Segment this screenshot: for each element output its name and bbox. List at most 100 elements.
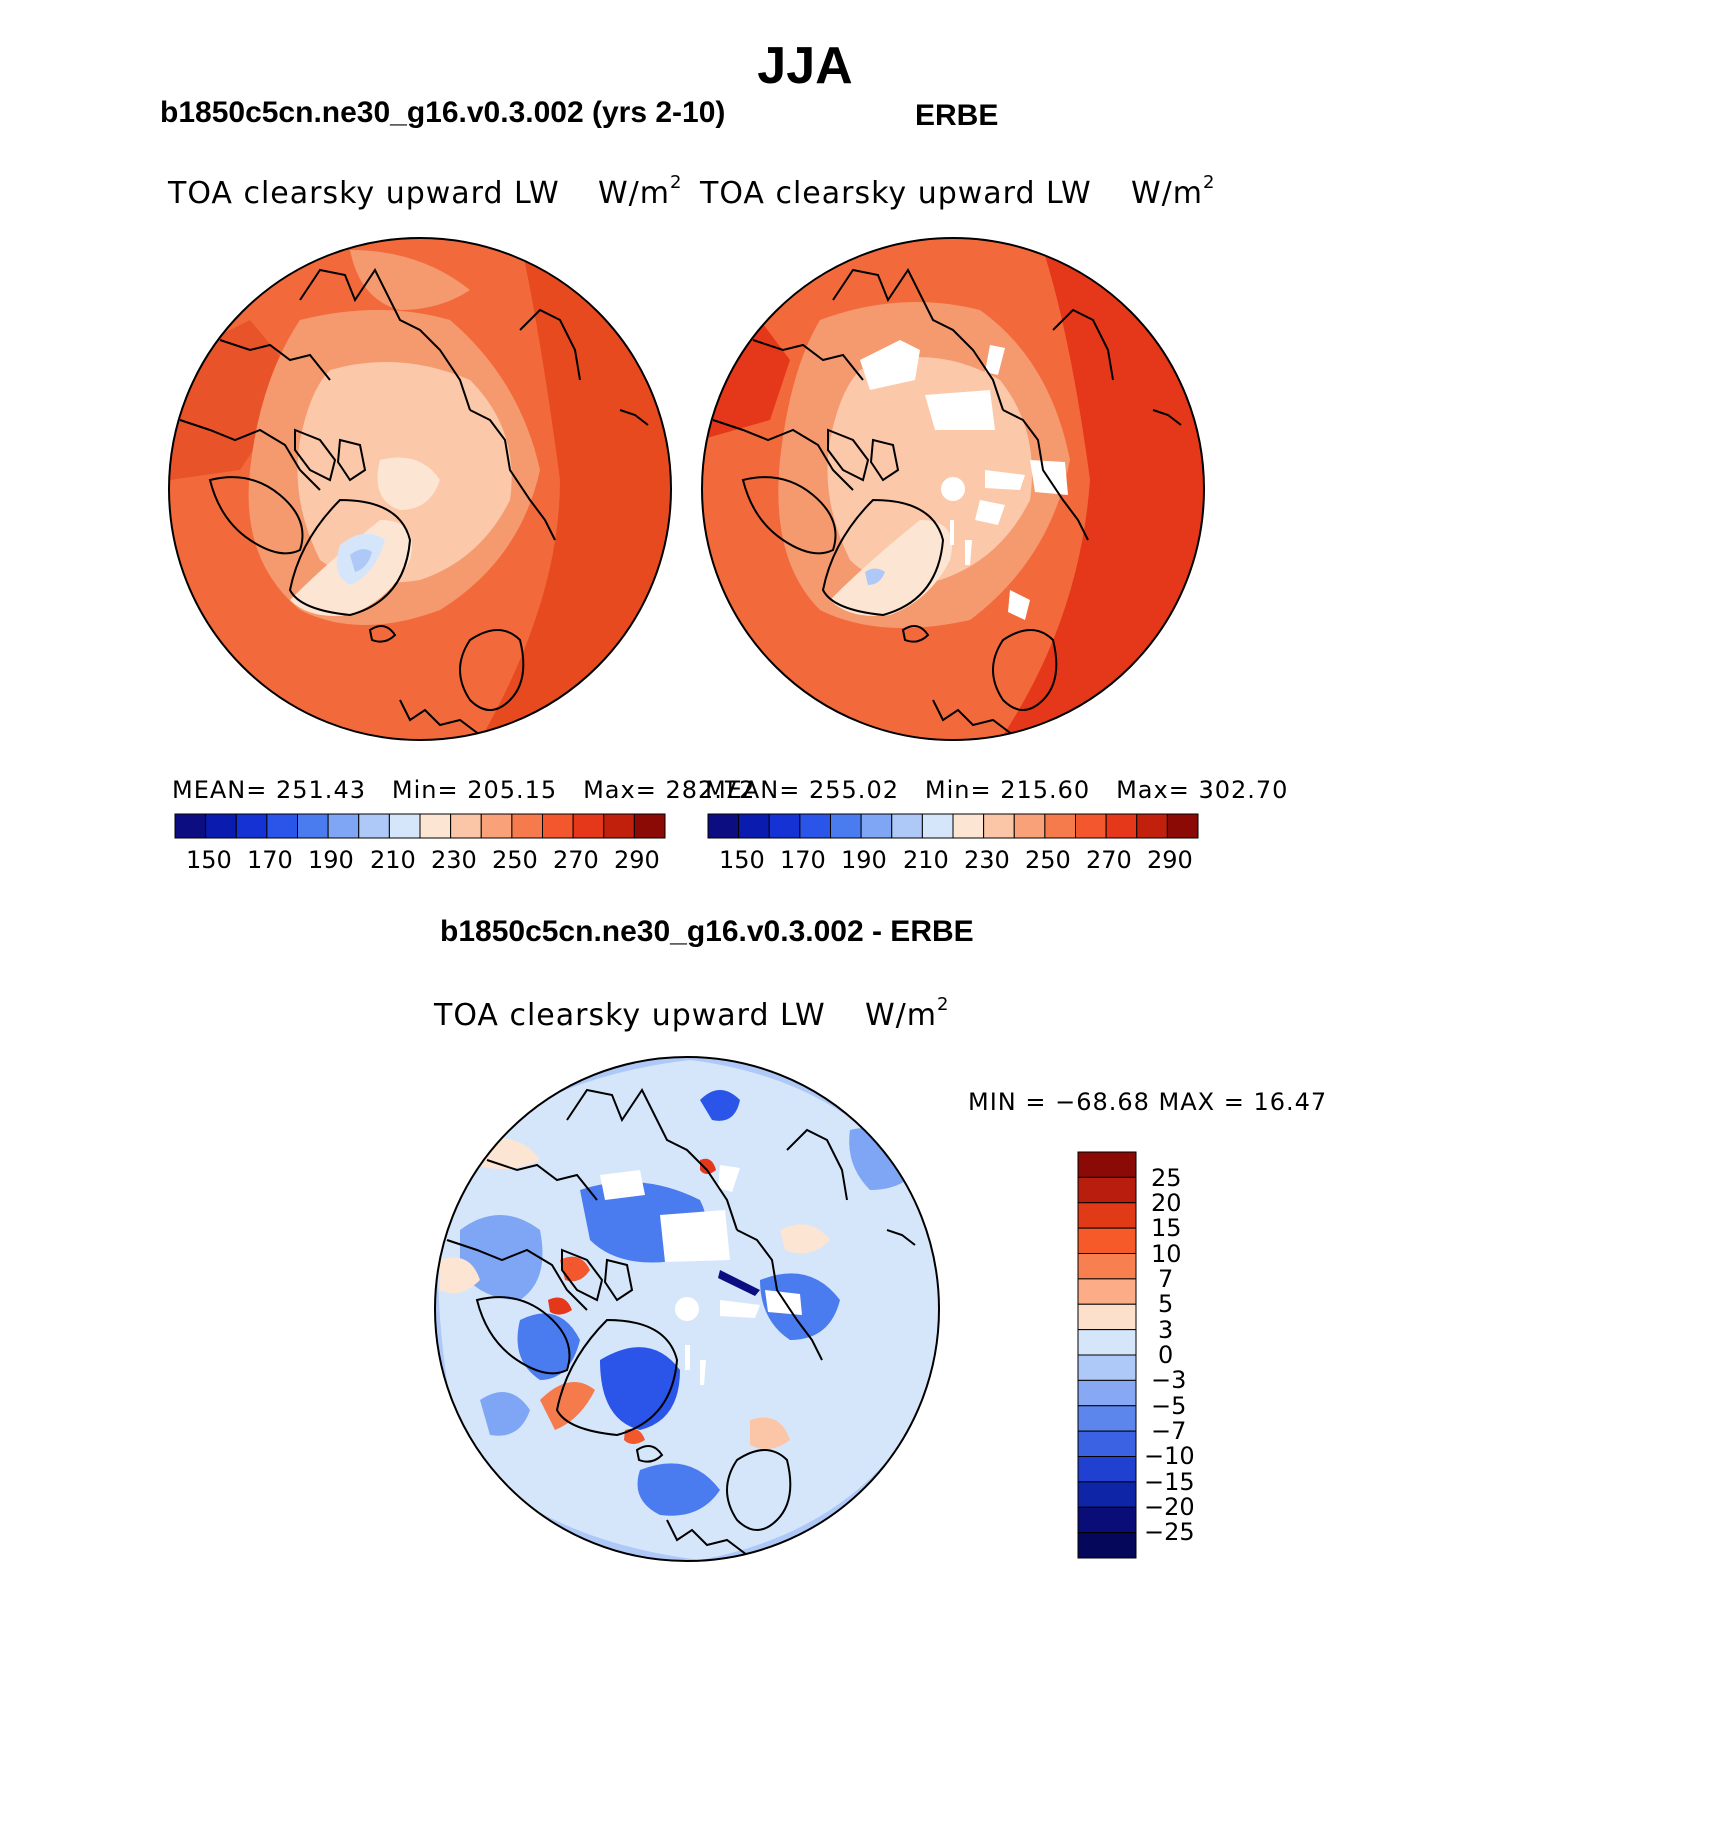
colorbar-swatch	[891, 813, 923, 839]
colorbar-swatch	[450, 813, 482, 839]
difference-colorbar	[1077, 1151, 1137, 1559]
cbar3-label: −15	[1144, 1468, 1195, 1496]
cbar2-tick: 230	[964, 846, 1010, 874]
colorbar-swatch	[542, 813, 574, 839]
colorbar-swatch	[235, 813, 268, 839]
cbar3-label: 15	[1151, 1214, 1182, 1242]
cbar2-tick: 170	[780, 846, 826, 874]
colorbar-swatch	[1077, 1354, 1137, 1381]
cbar1-tick: 150	[186, 846, 232, 874]
cbar3-label: −3	[1151, 1366, 1187, 1394]
colorbar-swatch	[1075, 813, 1107, 839]
colorbar-swatch	[1077, 1303, 1137, 1331]
difference-map-border	[434, 1056, 940, 1562]
figure-title: JJA	[757, 37, 853, 95]
cbar1-tick: 250	[492, 846, 538, 874]
colorbar-swatch	[1077, 1329, 1137, 1356]
panel2-units: W/m2	[1131, 172, 1216, 211]
panel3-units: W/m2	[865, 994, 950, 1033]
colorbar-swatch	[830, 813, 862, 839]
panel2-variable: TOA clearsky upward LW	[700, 176, 1092, 211]
cbar3-label: 7	[1158, 1265, 1174, 1293]
colorbar-swatch	[1077, 1202, 1137, 1229]
cbar3-label: 5	[1158, 1290, 1174, 1318]
difference-map	[435, 1057, 939, 1561]
colorbar-swatch	[1077, 1506, 1137, 1534]
colorbar-swatch	[1077, 1379, 1137, 1407]
colorbar-swatch	[1044, 813, 1076, 839]
cbar1-tick: 210	[370, 846, 416, 874]
cbar1-tick: 190	[308, 846, 354, 874]
colorbar-swatch	[511, 813, 543, 839]
colorbar-swatch	[1077, 1253, 1137, 1280]
colorbar-swatch	[1136, 813, 1168, 839]
colorbar-swatch	[1077, 1430, 1137, 1457]
colorbar-swatch	[358, 813, 390, 839]
cbar3-label: −10	[1144, 1442, 1195, 1470]
model-map	[169, 238, 671, 740]
panel1-units: W/m2	[598, 172, 683, 211]
colorbar-swatch	[419, 813, 452, 839]
panel2-title: ERBE	[915, 99, 999, 132]
colorbar-swatch	[205, 813, 237, 839]
cbar3-label: −25	[1144, 1518, 1195, 1546]
model-map-border	[168, 237, 672, 741]
colorbar-swatch	[768, 813, 801, 839]
cbar2-tick: 270	[1086, 846, 1132, 874]
colorbar-swatch	[1077, 1405, 1137, 1432]
cbar1-tick: 170	[247, 846, 293, 874]
colorbar-swatch	[860, 813, 893, 839]
colorbar-swatch	[952, 813, 985, 839]
colorbar-swatch	[480, 813, 513, 839]
colorbar-swatch	[983, 813, 1015, 839]
erbe-colorbar	[707, 813, 1199, 839]
cbar2-tick: 150	[719, 846, 765, 874]
colorbar-swatch	[1013, 813, 1046, 839]
colorbar-swatch	[297, 813, 329, 839]
cbar3-label: 10	[1151, 1240, 1182, 1268]
erbe-map-border	[701, 237, 1205, 741]
cbar3-label: 20	[1151, 1189, 1182, 1217]
erbe-map	[702, 238, 1204, 740]
cbar1-tick: 270	[553, 846, 599, 874]
cbar2-tick: 190	[841, 846, 887, 874]
panel3-title: b1850c5cn.ne30_g16.v0.3.002 - ERBE	[440, 915, 974, 948]
cbar2-tick: 290	[1147, 846, 1193, 874]
cbar1-tick: 230	[431, 846, 477, 874]
colorbar-swatch	[738, 813, 770, 839]
model-colorbar	[174, 813, 666, 839]
panel1-stats: MEAN= 251.43 Min= 205.15 Max= 282.72	[172, 776, 756, 804]
panel1-variable: TOA clearsky upward LW	[168, 176, 560, 211]
colorbar-swatch	[707, 813, 740, 839]
colorbar-swatch	[1077, 1176, 1137, 1204]
panel3-minmax: MIN = −68.68 MAX = 16.47	[968, 1088, 1328, 1116]
cbar2-tick: 210	[903, 846, 949, 874]
colorbar-swatch	[799, 813, 831, 839]
colorbar-swatch	[266, 813, 298, 839]
colorbar-swatch	[1077, 1278, 1137, 1305]
colorbar-swatch	[1077, 1456, 1137, 1483]
cbar3-label: 3	[1158, 1316, 1174, 1344]
colorbar-swatch	[921, 813, 954, 839]
cbar3-label: −7	[1151, 1417, 1187, 1445]
colorbar-swatch	[603, 813, 635, 839]
cbar3-label: −20	[1144, 1493, 1195, 1521]
cbar1-tick: 290	[614, 846, 660, 874]
colorbar-swatch	[1077, 1532, 1137, 1559]
cbar2-tick: 250	[1025, 846, 1071, 874]
colorbar-swatch	[572, 813, 605, 839]
colorbar-swatch	[327, 813, 360, 839]
panel3-variable: TOA clearsky upward LW	[434, 998, 826, 1033]
panel1-title: b1850c5cn.ne30_g16.v0.3.002 (yrs 2-10)	[160, 96, 726, 129]
colorbar-swatch	[633, 813, 666, 839]
colorbar-swatch	[1077, 1151, 1137, 1178]
colorbar-swatch	[1077, 1227, 1137, 1254]
colorbar-swatch	[1166, 813, 1199, 839]
colorbar-swatch	[1077, 1481, 1137, 1508]
cbar3-label: −5	[1151, 1392, 1187, 1420]
panel2-stats: MEAN= 255.02 Min= 215.60 Max= 302.70	[705, 776, 1289, 804]
cbar3-label: 0	[1158, 1341, 1174, 1369]
colorbar-swatch	[388, 813, 421, 839]
colorbar-swatch	[1105, 813, 1138, 839]
